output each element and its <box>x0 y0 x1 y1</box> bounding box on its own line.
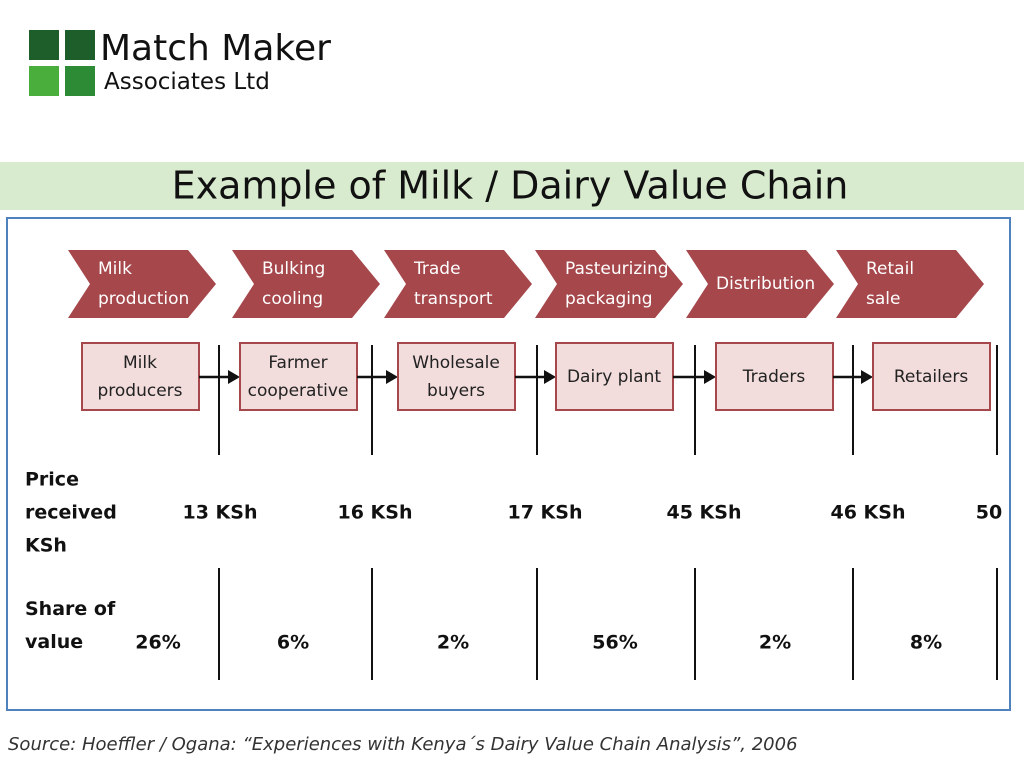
stage: Milk production <box>68 250 216 318</box>
title-band <box>0 162 1024 210</box>
actor-box <box>715 342 834 411</box>
stage-label: Milk <box>98 259 132 279</box>
chain: Milk production Bulking cooling Trade transpo… <box>25 250 1002 680</box>
logo-subtitle: Associates Ltd <box>104 69 270 95</box>
stage: Distribution <box>686 250 834 318</box>
share-label: value <box>25 631 83 653</box>
price: 16 KSh <box>338 502 413 524</box>
actor-box <box>872 342 991 411</box>
actor-label: Milk <box>123 353 157 373</box>
chevron <box>68 250 216 318</box>
stage-label: cooling <box>262 289 323 309</box>
share: 26% <box>135 632 180 654</box>
title: Example of Milk / Dairy Value Chain <box>172 164 849 208</box>
actor-box <box>397 342 516 411</box>
stage-label: packaging <box>565 289 653 309</box>
price: 50 <box>976 502 1002 524</box>
price-label: Price <box>25 469 79 491</box>
stage-label: Distribution <box>716 274 815 294</box>
actor-label: producers <box>97 381 182 401</box>
share-label: Share of <box>25 598 116 620</box>
arrow-head <box>544 370 556 384</box>
price-label: KSh <box>25 535 67 557</box>
chevron <box>535 250 683 318</box>
arrow-head <box>386 370 398 384</box>
chevron <box>686 250 834 318</box>
actor-box <box>81 342 200 411</box>
stage-label: production <box>98 289 189 309</box>
stage: Bulking cooling <box>232 250 380 318</box>
price: 17 KSh <box>508 502 583 524</box>
actor-label: buyers <box>427 381 485 401</box>
actor-label: Retailers <box>894 367 968 387</box>
source: Source: Hoeffler / Ogana: “Experiences w… <box>8 734 798 755</box>
actor-label: Wholesale <box>412 353 500 373</box>
actor-label: Traders <box>742 367 806 387</box>
stage-label: sale <box>866 289 900 309</box>
stage-label: Retail <box>866 259 914 279</box>
stage: Trade transport <box>384 250 532 318</box>
actor-label: Farmer <box>268 353 327 373</box>
stage-label: Trade <box>413 259 461 279</box>
price: 13 KSh <box>183 502 258 524</box>
share: 2% <box>759 632 791 654</box>
price: 46 KSh <box>831 502 906 524</box>
chevron <box>232 250 380 318</box>
stage: Pasteurizing packaging <box>535 250 683 318</box>
arrow-head <box>228 370 240 384</box>
actor: Retailers <box>872 342 991 411</box>
share: 2% <box>437 632 469 654</box>
actor: Milk producers <box>81 342 200 411</box>
actor: Dairy plant <box>555 342 674 411</box>
arrow-head <box>704 370 716 384</box>
actor-label: cooperative <box>248 381 349 401</box>
chevron <box>384 250 532 318</box>
logo-icon <box>29 30 95 96</box>
share: 8% <box>910 632 942 654</box>
price-label: received <box>25 502 117 524</box>
actor-label: Dairy plant <box>567 367 661 387</box>
logo-name: Match Maker <box>100 28 331 69</box>
actor-box <box>555 342 674 411</box>
chevron <box>836 250 984 318</box>
price: 45 KSh <box>667 502 742 524</box>
actor: Wholesale buyers <box>397 342 516 411</box>
stage-label: Pasteurizing <box>565 259 669 279</box>
actor: Farmer cooperative <box>239 342 358 411</box>
stage-label: transport <box>414 289 493 309</box>
share: 56% <box>592 632 637 654</box>
stage-label: Bulking <box>262 259 325 279</box>
share: 6% <box>277 632 309 654</box>
actor: Traders <box>715 342 834 411</box>
frame <box>6 217 1011 711</box>
stage: Retail sale <box>836 250 984 318</box>
arrow-head <box>861 370 873 384</box>
